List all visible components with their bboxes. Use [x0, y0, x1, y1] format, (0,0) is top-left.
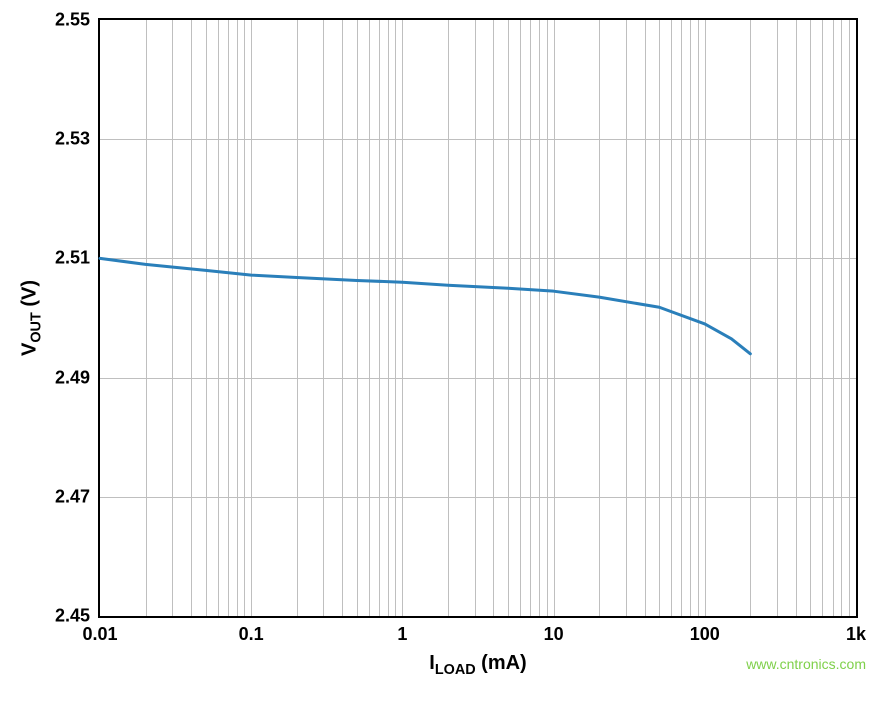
- data-series-svg: [100, 20, 856, 616]
- y-tick-label: 2.51: [55, 248, 98, 269]
- x-axis-title-post: (mA): [476, 652, 527, 674]
- plot-area: [98, 18, 858, 618]
- x-tick-label: 0.1: [239, 618, 264, 645]
- x-tick-label: 0.01: [82, 618, 117, 645]
- y-tick-label: 2.49: [55, 367, 98, 388]
- x-axis-title-pre: I: [429, 652, 435, 674]
- y-tick-label: 2.53: [55, 129, 98, 150]
- y-axis-title: VOUT (V): [19, 280, 42, 356]
- watermark: www.cntronics.com: [746, 656, 866, 672]
- y-axis-title-pre: V: [19, 343, 41, 356]
- x-tick-label: 1: [397, 618, 407, 645]
- x-axis-title: ILOAD (mA): [429, 652, 526, 675]
- y-axis-title-post: (V): [19, 280, 41, 312]
- y-tick-label: 2.55: [55, 10, 98, 31]
- chart-canvas: VOUT (V) ILOAD (mA) www.cntronics.com 2.…: [0, 0, 884, 702]
- y-tick-label: 2.47: [55, 486, 98, 507]
- x-tick-label: 10: [544, 618, 564, 645]
- y-axis-title-sub: OUT: [29, 312, 45, 342]
- data-line: [100, 258, 750, 353]
- x-tick-label: 1k: [846, 618, 866, 645]
- x-axis-title-sub: LOAD: [435, 662, 476, 678]
- x-tick-label: 100: [690, 618, 720, 645]
